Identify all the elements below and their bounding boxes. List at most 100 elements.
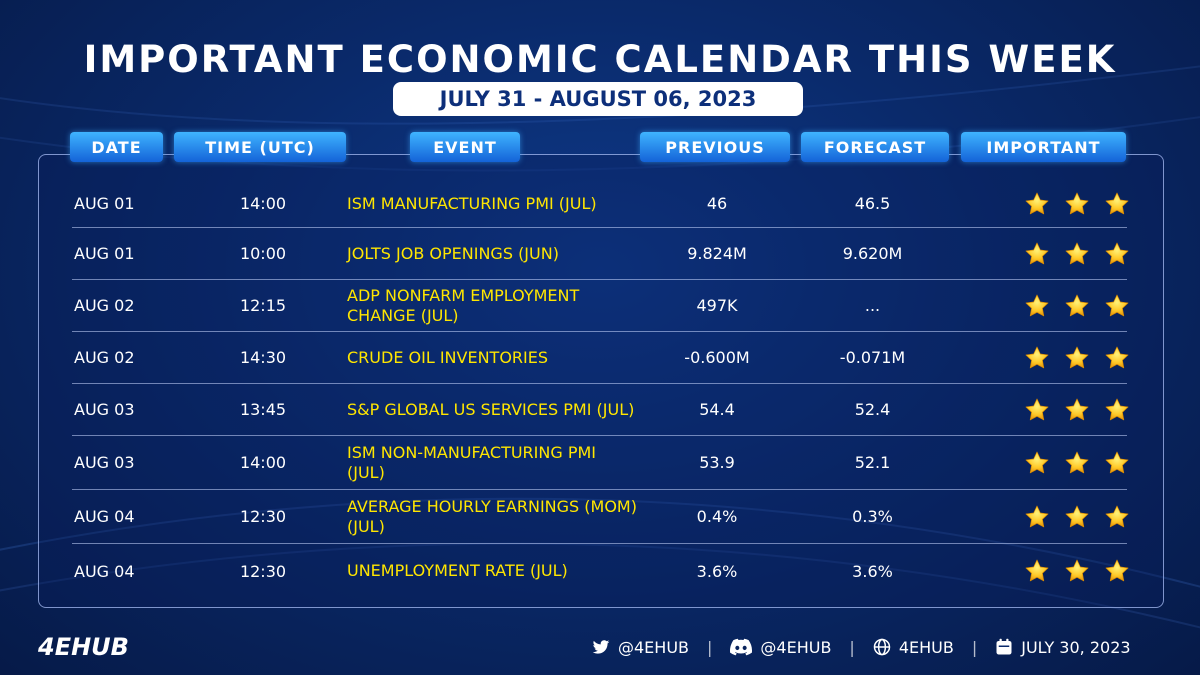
- date-cell: AUG 04: [74, 561, 135, 581]
- column-header-time: TIME (UTC): [174, 132, 346, 162]
- previous-cell: 53.9: [699, 453, 735, 472]
- event-cell: S&P GLOBAL US SERVICES PMI (JUL): [347, 399, 635, 419]
- svg-text:4EHUB: 4EHUB: [38, 633, 129, 661]
- table-row: AUG 01 14:00 ISM MANUFACTURING PMI (JUL) 46…: [72, 180, 1130, 228]
- previous-cell: 54.4: [699, 400, 735, 419]
- table-row: AUG 03 14:00 ISM NON-MANUFACTURING PMI (JU…: [72, 436, 1130, 490]
- importance-rating: [1024, 180, 1130, 227]
- forecast-cell: 9.620M: [842, 244, 903, 263]
- website-link[interactable]: 4EHUB: [898, 637, 954, 657]
- logo-mark: 4EHUB: [38, 633, 129, 661]
- brand-logo: 4EHUB: [38, 630, 138, 662]
- event-cell: JOLTS JOB OPENINGS (JUN): [347, 243, 559, 263]
- column-header-forecast: FORECAST: [801, 132, 949, 162]
- calendar-panel: [38, 154, 1164, 608]
- forecast-cell: 52.4: [854, 400, 891, 419]
- star-icon: [1064, 241, 1090, 267]
- previous-cell: 46: [706, 194, 728, 213]
- event-cell: ISM MANUFACTURING PMI (JUL): [347, 193, 597, 213]
- date-cell: AUG 04: [74, 507, 135, 526]
- star-icon: [1024, 558, 1050, 584]
- date-cell: AUG 01: [74, 194, 135, 213]
- importance-rating: [1024, 384, 1130, 435]
- event-cell: UNEMPLOYMENT RATE (JUL): [347, 561, 568, 580]
- star-icon: [1104, 241, 1130, 267]
- footer-separator: |: [707, 637, 713, 657]
- table-row: AUG 04 12:30 UNEMPLOYMENT RATE (JUL) 3.6% 3.…: [72, 544, 1130, 598]
- star-icon: [1024, 397, 1050, 423]
- date-cell: AUG 03: [74, 400, 135, 419]
- event-cell: AVERAGE HOURLY EARNINGS (MOM) (JUL): [347, 496, 637, 536]
- table-row: AUG 01 10:00 JOLTS JOB OPENINGS (JUN) 9.824…: [72, 228, 1130, 280]
- date-cell: AUG 02: [74, 348, 135, 367]
- column-header-important: IMPORTANT: [961, 132, 1126, 162]
- forecast-cell: ...: [864, 296, 881, 315]
- table-row: AUG 04 12:30 AVERAGE HOURLY EARNINGS (MOM)…: [72, 490, 1130, 544]
- star-icon: [1104, 191, 1130, 217]
- previous-cell: 3.6%: [696, 561, 738, 581]
- importance-rating: [1024, 490, 1130, 543]
- importance-rating: [1024, 228, 1130, 279]
- globe-icon[interactable]: [873, 638, 891, 656]
- column-header-previous: PREVIOUS: [640, 132, 790, 162]
- date-cell: AUG 03: [74, 453, 135, 472]
- twitter-handle[interactable]: @4EHUB: [618, 637, 690, 657]
- star-icon: [1104, 504, 1130, 530]
- event-cell: CRUDE OIL INVENTORIES: [347, 347, 549, 367]
- forecast-cell: -0.071M: [839, 348, 906, 367]
- time-cell: 14:00: [239, 194, 287, 213]
- date-cell: AUG 02: [74, 296, 135, 315]
- column-header-date: DATE: [70, 132, 163, 162]
- table-row: AUG 03 13:45 S&P GLOBAL US SERVICES PMI (J…: [72, 384, 1130, 436]
- star-icon: [1064, 397, 1090, 423]
- time-cell: 13:45: [239, 400, 287, 419]
- time-cell: 12:30: [239, 561, 287, 581]
- forecast-cell: 46.5: [854, 194, 891, 213]
- discord-handle[interactable]: @4EHUB: [760, 637, 832, 657]
- star-icon: [1064, 293, 1090, 319]
- event-cell: ADP NONFARM EMPLOYMENT CHANGE (JUL): [347, 285, 580, 325]
- star-icon: [1024, 241, 1050, 267]
- previous-cell: -0.600M: [684, 348, 750, 367]
- forecast-cell: 52.1: [854, 453, 891, 472]
- star-icon: [1104, 345, 1130, 371]
- time-cell: 14:00: [239, 453, 287, 472]
- date-cell: AUG 01: [74, 244, 135, 263]
- importance-rating: [1024, 280, 1130, 331]
- previous-cell: 497K: [696, 296, 738, 315]
- star-icon: [1024, 450, 1050, 476]
- star-icon: [1104, 558, 1130, 584]
- star-icon: [1064, 558, 1090, 584]
- time-cell: 14:30: [239, 348, 287, 367]
- table-row: AUG 02 14:30 CRUDE OIL INVENTORIES -0.600M -…: [72, 332, 1130, 384]
- star-icon: [1104, 450, 1130, 476]
- forecast-cell: 0.3%: [852, 507, 893, 526]
- time-cell: 12:15: [239, 296, 287, 315]
- star-icon: [1064, 345, 1090, 371]
- star-icon: [1104, 397, 1130, 423]
- social-footer: @4EHUB | @4EHUB | 4EHUB | JULY 30, 2023: [592, 632, 1131, 662]
- star-icon: [1104, 293, 1130, 319]
- event-cell: ISM NON-MANUFACTURING PMI (JUL): [347, 442, 597, 482]
- star-icon: [1024, 293, 1050, 319]
- previous-cell: 9.824M: [687, 244, 747, 263]
- calendar-icon: [996, 638, 1012, 655]
- twitter-icon[interactable]: [592, 638, 610, 656]
- star-icon: [1024, 345, 1050, 371]
- column-header-event: EVENT: [410, 132, 520, 162]
- forecast-cell: 3.6%: [852, 561, 893, 581]
- discord-icon[interactable]: [730, 638, 753, 656]
- page-title: IMPORTANT ECONOMIC CALENDAR THIS WEEK: [83, 38, 1117, 81]
- importance-rating: [1024, 544, 1130, 598]
- table-row: AUG 02 12:15 ADP NONFARM EMPLOYMENT CHANGE…: [72, 280, 1130, 332]
- publish-date: JULY 30, 2023: [1021, 637, 1131, 657]
- time-cell: 12:30: [239, 507, 287, 526]
- star-icon: [1024, 504, 1050, 530]
- importance-rating: [1024, 436, 1130, 489]
- date-range-badge: JULY 31 - AUGUST 06, 2023: [393, 82, 803, 116]
- time-cell: 10:00: [239, 244, 287, 263]
- footer-separator: |: [971, 637, 978, 657]
- footer-separator: |: [849, 637, 855, 657]
- star-icon: [1064, 191, 1090, 217]
- star-icon: [1024, 191, 1050, 217]
